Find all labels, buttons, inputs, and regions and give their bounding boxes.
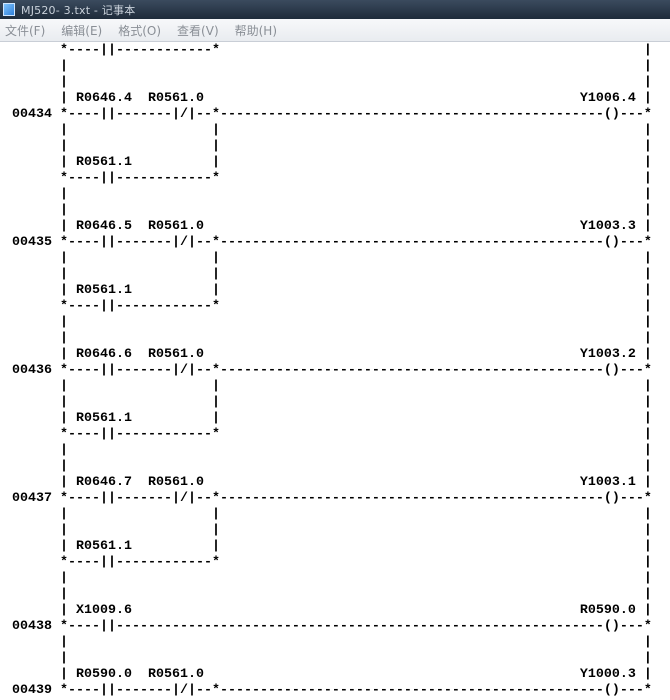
text-line: | | — [4, 651, 652, 666]
text-line: *----||------------* | — [4, 299, 652, 314]
text-line: *----||------------* | — [4, 43, 652, 58]
text-line: | | | — [4, 395, 652, 410]
text-line: | | — [4, 315, 652, 330]
text-line: | | — [4, 331, 652, 346]
text-line: | R0646.6 R0561.0 Y1003.2 | — [4, 347, 652, 362]
text-line: | | | — [4, 123, 652, 138]
menu-help[interactable]: 帮助(H) — [234, 23, 278, 38]
text-line: | R0561.1 | | — [4, 155, 652, 170]
title-bar[interactable]: MJ520- 3.txt - 记事本 — [0, 0, 670, 19]
text-line: | | — [4, 635, 652, 650]
text-line: | R0590.0 R0561.0 Y1000.3 | — [4, 667, 652, 682]
text-line: *----||------------* | — [4, 427, 652, 442]
text-line: | | | — [4, 379, 652, 394]
text-line: *----||------------* | — [4, 555, 652, 570]
text-line: | | — [4, 187, 652, 202]
text-line: | R0561.1 | | — [4, 411, 652, 426]
text-line: 00435 *----||-------|/|--*--------------… — [4, 235, 652, 250]
text-line: 00438 *----||---------------------------… — [4, 619, 652, 634]
text-line: | R0561.1 | | — [4, 283, 652, 298]
text-line: | | | — [4, 251, 652, 266]
text-line: | R0646.5 R0561.0 Y1003.3 | — [4, 219, 652, 234]
text-line: | R0646.7 R0561.0 Y1003.1 | — [4, 475, 652, 490]
text-line: 00434 *----||-------|/|--*--------------… — [4, 107, 652, 122]
text-line: | | — [4, 443, 652, 458]
menu-file[interactable]: 文件(F) — [5, 23, 46, 38]
text-line: | | | — [4, 267, 652, 282]
text-editor[interactable]: *----||------------* | | | | — [0, 42, 670, 700]
text-line: | | — [4, 203, 652, 218]
menu-edit[interactable]: 编辑(E) — [61, 23, 103, 38]
text-line: | | | — [4, 523, 652, 538]
text-line: | | — [4, 587, 652, 602]
text-line: | R0561.1 | | — [4, 539, 652, 554]
notepad-icon — [3, 3, 15, 16]
menu-bar: 文件(F) 编辑(E) 格式(O) 查看(V) 帮助(H) — [0, 19, 670, 42]
text-line: | X1009.6 R0590.0 | — [4, 603, 652, 618]
text-line: | | — [4, 75, 652, 90]
text-line: | | — [4, 571, 652, 586]
document-text[interactable]: *----||------------* | | | | — [4, 43, 652, 699]
menu-format[interactable]: 格式(O) — [118, 23, 162, 38]
text-line: 00437 *----||-------|/|--*--------------… — [4, 491, 652, 506]
text-line: 00436 *----||-------|/|--*--------------… — [4, 363, 652, 378]
text-line: | | | — [4, 139, 652, 154]
menu-view[interactable]: 查看(V) — [177, 23, 219, 38]
window-title: MJ520- 3.txt - 记事本 — [21, 3, 136, 17]
text-line: *----||------------* | — [4, 171, 652, 186]
text-line: | | — [4, 59, 652, 74]
text-line: | | — [4, 459, 652, 474]
text-line: 00439 *----||-------|/|--*--------------… — [4, 683, 652, 698]
text-line: | | | — [4, 507, 652, 522]
text-line: | R0646.4 R0561.0 Y1006.4 | — [4, 91, 652, 106]
